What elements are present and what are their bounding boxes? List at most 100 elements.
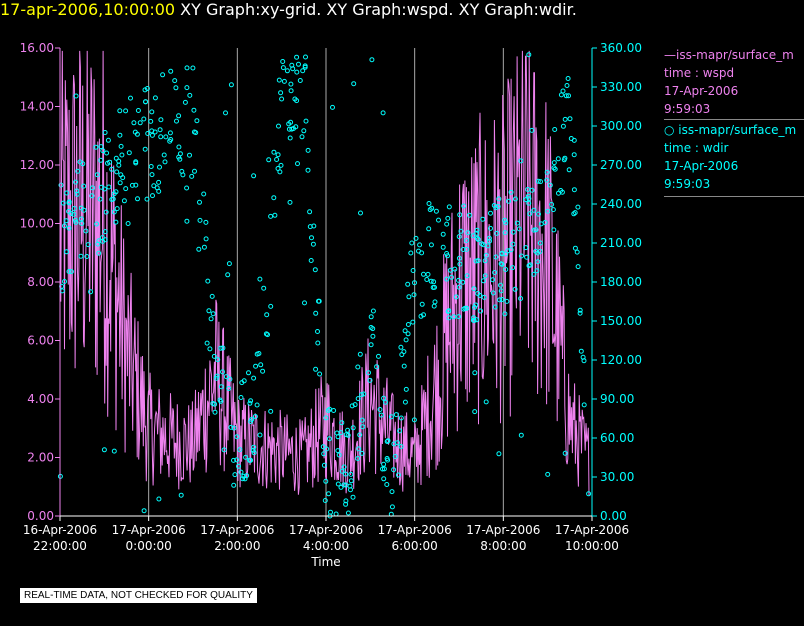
wdir-point	[361, 391, 367, 397]
wdir-point	[187, 152, 192, 158]
wdir-point	[446, 308, 452, 314]
wdir-point	[311, 223, 317, 229]
wdir-point	[370, 333, 376, 339]
wdir-point	[335, 481, 341, 487]
wdir-point	[328, 509, 333, 515]
wdir-point	[106, 184, 112, 190]
wdir-point	[383, 399, 388, 405]
wdir-point	[411, 292, 417, 298]
wdir-point	[498, 282, 503, 288]
wdir-point	[125, 221, 131, 226]
wdir-point	[483, 399, 489, 405]
right-tick-label: 240.00	[600, 197, 642, 211]
wdir-point	[343, 501, 349, 507]
wdir-point	[264, 312, 270, 318]
wdir-point	[506, 198, 511, 204]
wdir-point	[549, 202, 555, 207]
wdir-point	[324, 446, 330, 452]
wdir-point	[405, 322, 411, 327]
wdir-point	[215, 357, 221, 363]
wdir-point	[323, 478, 329, 484]
wdir-point	[205, 278, 211, 284]
wdir-point	[182, 99, 188, 105]
wdir-point	[341, 464, 347, 470]
wdir-point	[103, 209, 109, 215]
wdir-point	[338, 430, 344, 436]
wdir-point	[261, 285, 267, 291]
wdir-point	[104, 150, 110, 156]
wdir-point	[312, 267, 318, 273]
wdir-point	[316, 298, 321, 304]
wdir-point	[98, 144, 104, 150]
wdir-point	[226, 261, 232, 267]
wdir-point	[395, 472, 401, 478]
wdir-point	[474, 230, 480, 236]
wdir-point	[184, 85, 190, 91]
wdir-point	[207, 346, 213, 352]
wdir-point	[214, 373, 220, 379]
wdir-point	[287, 199, 293, 205]
wdir-point	[135, 108, 141, 113]
wdir-point	[156, 179, 162, 185]
wdir-point	[477, 293, 483, 298]
wdir-point	[111, 191, 117, 197]
wdir-point	[246, 370, 251, 376]
wdir-point	[299, 134, 305, 140]
wdir-point	[504, 298, 510, 304]
wdir-point	[339, 468, 345, 474]
wdir-point	[302, 300, 307, 306]
wdir-point	[148, 118, 154, 124]
wdir-point	[123, 108, 129, 114]
wdir-point	[157, 127, 163, 133]
wdir-point	[518, 432, 524, 438]
wdir-point	[564, 83, 570, 88]
wdir-point	[480, 216, 486, 222]
wdir-point	[440, 244, 446, 250]
wdir-point	[518, 158, 524, 164]
wdir-point	[94, 221, 100, 227]
wdir-point	[73, 220, 79, 225]
wdir-point	[538, 221, 544, 227]
wdir-point	[105, 137, 111, 143]
wdir-point	[294, 69, 300, 75]
wdir-point	[96, 250, 102, 256]
wdir-point	[286, 121, 292, 127]
right-tick-label: 180.00	[600, 275, 642, 289]
wdir-point	[279, 96, 285, 102]
wdir-point	[84, 254, 90, 259]
wdir-point	[268, 303, 274, 309]
wdir-point	[158, 134, 164, 140]
wdir-point	[482, 258, 488, 264]
wdir-point	[302, 63, 308, 69]
wdir-point	[555, 156, 561, 162]
wdir-point	[411, 417, 417, 423]
wdir-point	[168, 68, 174, 74]
wdir-point	[499, 297, 505, 302]
wdir-point	[66, 225, 72, 231]
wdir-point	[251, 173, 257, 179]
wdir-point	[167, 138, 173, 144]
wdir-point	[297, 78, 303, 83]
wdir-point	[563, 93, 569, 99]
wdir-point	[368, 342, 374, 348]
wdir-point	[432, 284, 437, 290]
wdir-point	[236, 463, 241, 469]
wdir-point	[556, 190, 561, 196]
x-tick-time: 22:00:00	[33, 539, 87, 553]
wdir-point	[470, 317, 476, 323]
wdir-point	[276, 123, 281, 129]
wdir-point	[398, 344, 404, 350]
wdir-point	[445, 253, 450, 259]
wdir-point	[355, 396, 361, 402]
wdir-point	[211, 353, 217, 359]
wdir-point	[518, 253, 524, 259]
wdir-point	[149, 109, 155, 115]
wdir-point	[232, 472, 238, 478]
wdir-point	[384, 456, 390, 461]
wdir-point	[281, 78, 287, 84]
wdir-point	[482, 273, 488, 279]
wdir-point	[392, 454, 398, 459]
wdir-point	[502, 311, 508, 317]
wdir-point	[348, 478, 354, 484]
